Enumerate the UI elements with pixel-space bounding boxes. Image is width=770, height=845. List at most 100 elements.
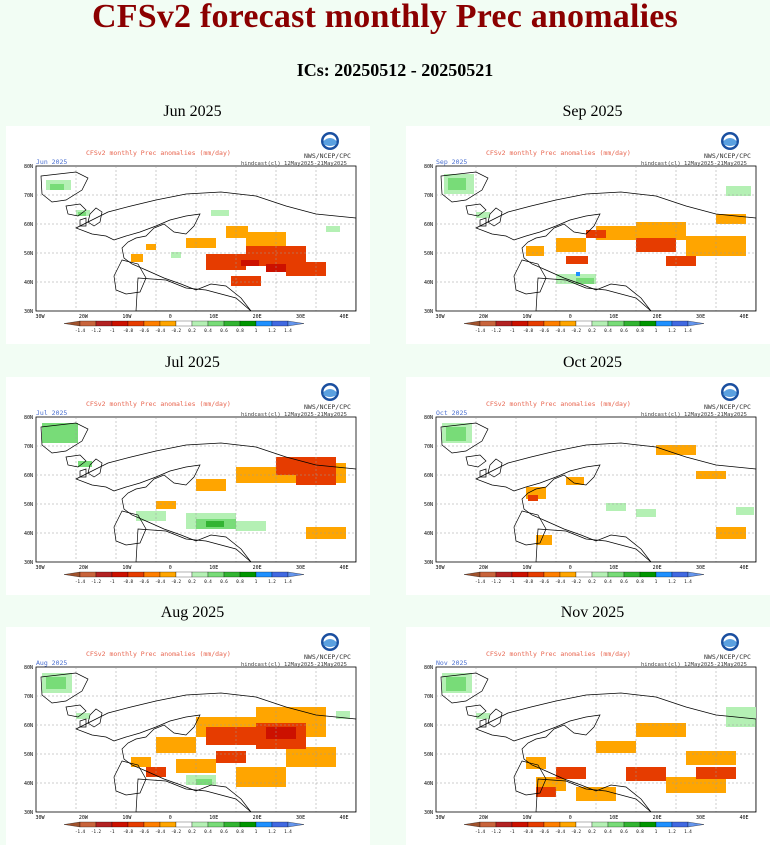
lon-tick-label: 20W <box>479 815 489 821</box>
anomaly-cell <box>136 511 166 521</box>
lat-tick-label: 70N <box>424 193 433 199</box>
lat-tick-label: 80N <box>424 415 433 421</box>
colorbar-tick-label: -1.4 <box>475 328 486 333</box>
anomaly-cell <box>231 276 261 286</box>
graticule <box>436 166 756 311</box>
colorbar-swatch <box>63 571 81 578</box>
corner-month-label: Sep 2025 <box>436 158 467 166</box>
land-outline <box>75 191 356 311</box>
land-outline <box>479 217 487 227</box>
land-outline <box>513 760 547 796</box>
lat-tick-label: 80N <box>24 415 33 421</box>
lon-tick-label: 10W <box>522 314 532 320</box>
colorbar-tick-label: -0.6 <box>539 829 550 834</box>
hindcast-label: hindcast(cl) 12May2025-21May2025 <box>641 412 747 418</box>
lat-tick-label: 60N <box>424 222 433 228</box>
lon-tick-label: 30E <box>296 815 305 821</box>
lat-tick-label: 70N <box>24 193 33 199</box>
colorbar-swatch <box>559 571 577 578</box>
colorbar-tick-label: -1 <box>109 328 115 333</box>
anomaly-cell <box>216 751 246 763</box>
colorbar-swatch <box>495 571 513 578</box>
colorbar-tick-label: 0.2 <box>588 328 596 333</box>
anomaly-cell <box>686 751 736 765</box>
anomaly-cell <box>78 461 92 467</box>
colorbar-tick-label: -0.4 <box>155 579 166 584</box>
colorbar-swatch <box>591 320 609 327</box>
colorbar-swatch <box>623 571 641 578</box>
anomaly-cell <box>726 707 756 727</box>
lat-tick-label: 40N <box>24 280 33 286</box>
lon-tick-label: 20W <box>79 565 89 571</box>
colorbar-tick-label: 1 <box>655 328 658 333</box>
anomaly-map: CFSv2 monthly Prec anomalies (mm/day) NWS… <box>406 627 770 845</box>
lon-tick-label: 30E <box>696 565 705 571</box>
colorbar: -1.4 -1.2 -1 -0.8 -0.6 -0.4 -0.2 0.2 0.4 0.6 0.8 1 1… <box>63 821 305 834</box>
colorbar-tick-label: 0.8 <box>636 829 644 834</box>
colorbar-swatch <box>687 821 705 828</box>
credit-label: NWS/NCEP/CPC <box>704 403 751 411</box>
lon-tick-label: 20W <box>479 565 489 571</box>
colorbar-tick-label: -1.4 <box>75 579 86 584</box>
month-title: Jun 2025 <box>163 103 222 120</box>
lon-tick-label: 20E <box>653 314 662 320</box>
anomaly-cell <box>236 767 286 787</box>
colorbar-swatch <box>143 571 161 578</box>
colorbar-swatch <box>63 821 81 828</box>
colorbar-swatch <box>591 571 609 578</box>
lat-tick-label: 40N <box>424 280 433 286</box>
colorbar-swatch <box>511 821 529 828</box>
colorbar-tick-label: 0.4 <box>204 579 212 584</box>
colorbar-tick-label: 1.4 <box>284 829 292 834</box>
map-area <box>435 165 757 312</box>
colorbar-swatch <box>127 320 145 327</box>
lat-tick-label: 30N <box>424 810 433 816</box>
anomaly-cell <box>266 727 296 739</box>
anomaly-cell <box>196 779 212 785</box>
colorbar-swatch <box>543 571 561 578</box>
colorbar-swatch <box>671 571 689 578</box>
colorbar-swatch <box>575 320 593 327</box>
colorbar-swatch <box>127 571 145 578</box>
anomaly-cell <box>236 521 266 531</box>
credit-label: NWS/NCEP/CPC <box>304 653 351 661</box>
anomaly-cell <box>606 503 626 511</box>
land-outline <box>113 259 147 295</box>
colorbar-swatch <box>287 821 305 828</box>
map-area <box>35 666 357 813</box>
colorbar-tick-label: -1 <box>509 328 515 333</box>
lat-tick-label: 40N <box>424 531 433 537</box>
coastlines <box>40 422 356 562</box>
colorbar-tick-label: 1 <box>255 579 258 584</box>
lon-tick-label: 0 <box>569 314 572 320</box>
colorbar-tick-label: 1.2 <box>268 579 276 584</box>
lon-tick-label: 20E <box>653 565 662 571</box>
lon-tick-label: 20E <box>653 815 662 821</box>
lon-tick-label: 30W <box>435 314 445 320</box>
anomaly-cell <box>286 747 336 767</box>
land-outline <box>113 510 147 546</box>
map-header: CFSv2 monthly Prec anomalies (mm/day) <box>486 149 631 157</box>
colorbar-swatch <box>671 821 689 828</box>
colorbar-swatch <box>175 571 193 578</box>
credit-label: NWS/NCEP/CPC <box>704 653 751 661</box>
anomaly-cell <box>131 254 143 262</box>
lat-tick-label: 50N <box>424 502 433 508</box>
colorbar-swatch <box>655 320 673 327</box>
anomaly-map: CFSv2 monthly Prec anomalies (mm/day) NWS… <box>6 377 370 595</box>
map-header: CFSv2 monthly Prec anomalies (mm/day) <box>86 650 231 658</box>
colorbar-swatch <box>223 821 241 828</box>
colorbar-tick-label: 0.6 <box>220 829 228 834</box>
lon-tick-label: 30W <box>35 565 45 571</box>
anomaly-cell <box>536 535 552 545</box>
map-area <box>435 416 757 563</box>
month-title: Oct 2025 <box>562 354 623 371</box>
land-outline <box>475 191 756 311</box>
hindcast-label: hindcast(cl) 12May2025-21May2025 <box>241 161 347 167</box>
anomaly-cell <box>196 479 226 491</box>
colorbar-tick-label: 1 <box>255 328 258 333</box>
page-title: CFSv2 forecast monthly Prec anomalies <box>92 0 678 35</box>
lon-tick-label: 0 <box>169 565 172 571</box>
colorbar-swatch <box>287 320 305 327</box>
colorbar-swatch <box>479 571 497 578</box>
